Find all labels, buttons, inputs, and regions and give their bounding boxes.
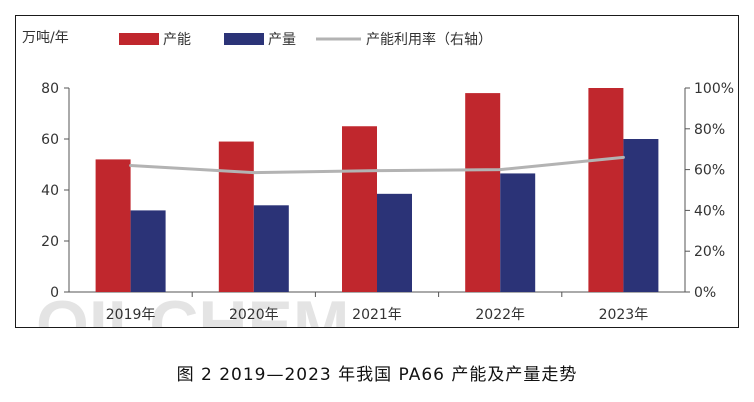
utilization-point <box>498 168 502 172</box>
y-left-tick-label: 40 <box>41 183 59 199</box>
y-left-tick-label: 60 <box>41 132 59 148</box>
utilization-point <box>129 164 133 168</box>
figure-caption: 图 2 2019—2023 年我国 PA66 产能及产量走势 <box>176 365 578 385</box>
y-left-unit-label: 万吨/年 <box>22 30 69 46</box>
legend-swatch-output <box>224 33 264 45</box>
y-right-tick-label: 100% <box>694 81 734 97</box>
watermark-text: OILCHEM <box>36 287 350 327</box>
y-right-tick-label: 20% <box>694 244 725 260</box>
x-tick-labels: 2019年 2020年 2021年 2022年 2023年 <box>106 307 648 323</box>
utilization-point <box>621 155 625 159</box>
y-right-tick-label: 0% <box>694 285 716 301</box>
utilization-line-group <box>129 155 625 175</box>
legend-label-capacity: 产能 <box>163 32 191 48</box>
x-tick-label: 2022年 <box>475 307 525 323</box>
legend-label-utilization: 产能利用率（右轴） <box>366 31 492 48</box>
bar-output <box>130 210 166 292</box>
chart-frame: OILCHEM 万吨/年 产能 产量 产能利用率（右轴） 0 20 40 60 80 0… <box>15 15 739 328</box>
x-tick-label: 2019年 <box>106 307 156 323</box>
bar-capacity <box>588 88 624 292</box>
legend: 产能 产量 产能利用率（右轴） <box>119 31 492 48</box>
bar-capacity <box>95 159 131 292</box>
y-right-tick-label: 60% <box>694 163 725 179</box>
x-tick-label: 2021年 <box>352 307 402 323</box>
legend-swatch-capacity <box>119 33 159 45</box>
bar-capacity <box>465 93 501 292</box>
y-left-ticks: 0 20 40 60 80 <box>41 81 69 301</box>
x-tick-label: 2023年 <box>599 307 649 323</box>
bar-output <box>500 173 536 292</box>
utilization-point <box>375 169 379 173</box>
bar-capacity <box>342 126 377 292</box>
y-right-tick-label: 40% <box>694 203 725 219</box>
y-left-tick-label: 0 <box>50 285 59 301</box>
bars <box>95 88 659 297</box>
watermark-logo: OILCHEM <box>36 287 350 327</box>
bar-output <box>253 205 289 292</box>
chart-svg: OILCHEM 万吨/年 产能 产量 产能利用率（右轴） 0 20 40 60 80 0… <box>22 30 734 327</box>
bar-output <box>377 193 412 292</box>
y-left-tick-label: 80 <box>41 81 59 97</box>
utilization-point <box>252 171 256 175</box>
y-right-ticks: 0% 20% 40% 60% 80% 100% <box>685 81 734 301</box>
y-right-tick-label: 80% <box>694 122 725 138</box>
legend-label-output: 产量 <box>268 32 296 48</box>
y-left-tick-label: 20 <box>41 234 59 250</box>
bar-capacity <box>218 141 254 292</box>
bar-output <box>623 139 659 292</box>
x-tick-label: 2020年 <box>229 307 279 323</box>
